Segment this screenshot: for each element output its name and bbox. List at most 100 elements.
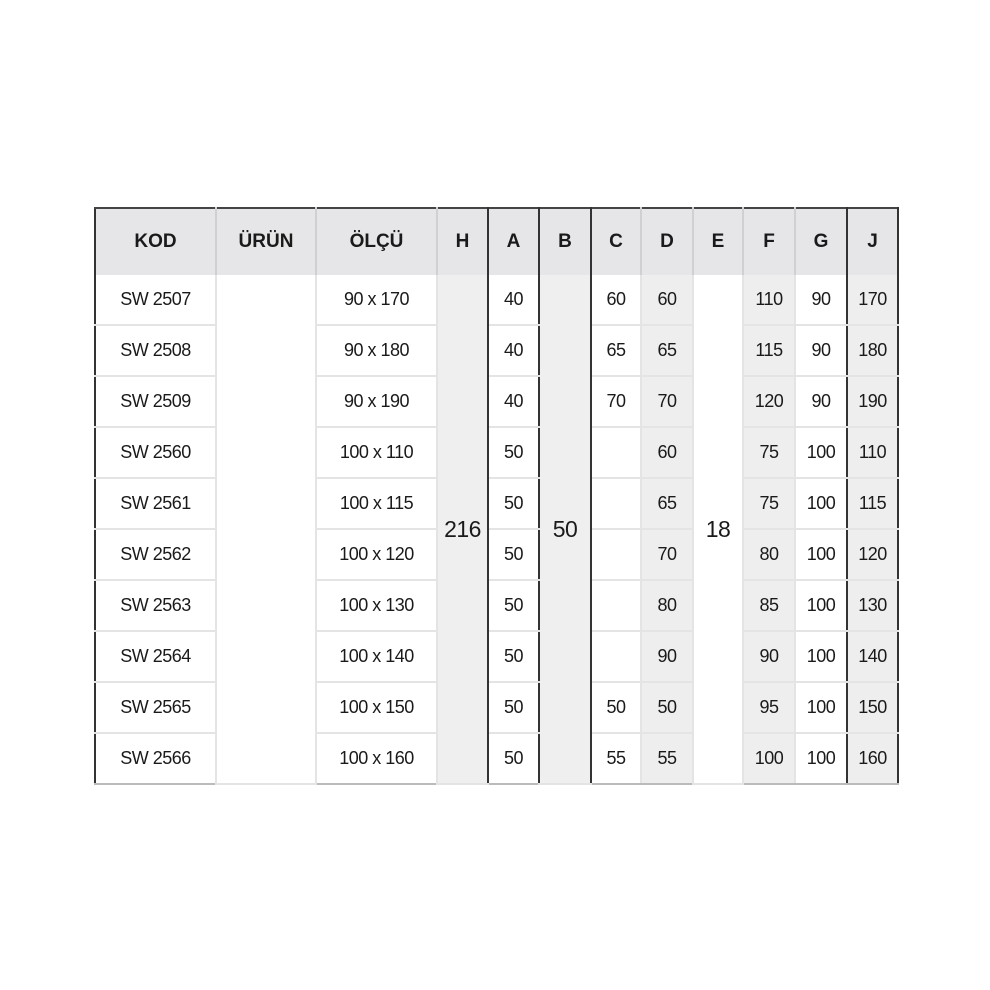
cell-g: 90 (795, 376, 848, 428)
cell-g: 100 (795, 478, 848, 530)
column-header-kod: KOD (94, 207, 217, 275)
cell-c: 70 (591, 376, 642, 428)
cell-kod: SW 2509 (94, 376, 217, 428)
cell-f: 110 (743, 275, 796, 326)
cell-olcu: 100 x 130 (316, 580, 438, 632)
column-header-c: C (591, 207, 642, 275)
cell-olcu: 90 x 180 (316, 325, 438, 377)
cell-kod: SW 2507 (94, 275, 217, 326)
cell-c (591, 580, 642, 632)
cell-kod: SW 2565 (94, 682, 217, 734)
cell-a: 50 (488, 631, 540, 683)
cell-d: 80 (641, 580, 694, 632)
cell-g: 100 (795, 427, 848, 479)
table-row: SW 2560 100 x 110 50 60 75 100 110 (94, 427, 899, 479)
cell-d: 50 (641, 682, 694, 734)
product-image-cell (216, 275, 317, 785)
cell-a: 50 (488, 478, 540, 530)
cell-a: 50 (488, 427, 540, 479)
cell-j: 120 (847, 529, 899, 581)
cell-f: 100 (743, 733, 796, 785)
cell-f: 120 (743, 376, 796, 428)
cell-kod: SW 2562 (94, 529, 217, 581)
table-row: SW 2564 100 x 140 50 90 90 100 140 (94, 631, 899, 683)
column-header-d: D (641, 207, 694, 275)
cell-olcu: 100 x 150 (316, 682, 438, 734)
cell-f: 95 (743, 682, 796, 734)
cell-kod: SW 2560 (94, 427, 217, 479)
cell-d: 65 (641, 478, 694, 530)
merged-cell-e: 18 (693, 275, 744, 785)
cell-j: 180 (847, 325, 899, 377)
cell-f: 80 (743, 529, 796, 581)
table-row: SW 2561 100 x 115 50 65 75 100 115 (94, 478, 899, 530)
table-row: SW 2507 90 x 170 216 40 50 60 60 18 110 90 170 (94, 275, 899, 785)
cell-g: 100 (795, 580, 848, 632)
cell-c: 55 (591, 733, 642, 785)
cell-a: 40 (488, 325, 540, 377)
cell-a: 50 (488, 529, 540, 581)
column-header-urun: ÜRÜN (216, 207, 317, 275)
column-header-g: G (795, 207, 848, 275)
column-header-h: H (437, 207, 489, 275)
cell-kod: SW 2563 (94, 580, 217, 632)
cell-f: 75 (743, 427, 796, 479)
cell-c: 60 (591, 275, 642, 326)
cell-d: 60 (641, 275, 694, 326)
column-header-j: J (847, 207, 899, 275)
cell-d: 55 (641, 733, 694, 785)
product-dimensions-table: KOD ÜRÜN ÖLÇÜ H A B C D E F G J SW 2507 90 x 170 216 4… (94, 207, 899, 785)
cell-olcu: 100 x 120 (316, 529, 438, 581)
cell-kod: SW 2566 (94, 733, 217, 785)
cell-a: 50 (488, 733, 540, 785)
column-header-f: F (743, 207, 796, 275)
cell-j: 150 (847, 682, 899, 734)
cell-c (591, 478, 642, 530)
cell-g: 90 (795, 325, 848, 377)
table-row: SW 2565 100 x 150 50 50 50 95 100 150 (94, 682, 899, 734)
cell-c (591, 631, 642, 683)
column-header-a: A (488, 207, 540, 275)
cell-f: 75 (743, 478, 796, 530)
cell-olcu: 90 x 190 (316, 376, 438, 428)
header-row: KOD ÜRÜN ÖLÇÜ H A B C D E F G J (94, 207, 899, 275)
cell-j: 130 (847, 580, 899, 632)
cell-g: 90 (795, 275, 848, 326)
cell-a: 50 (488, 682, 540, 734)
cell-olcu: 100 x 110 (316, 427, 438, 479)
cell-j: 170 (847, 275, 899, 326)
cell-d: 60 (641, 427, 694, 479)
cell-f: 85 (743, 580, 796, 632)
cell-a: 40 (488, 275, 540, 326)
column-header-olcu: ÖLÇÜ (316, 207, 438, 275)
table-row: SW 2508 90 x 180 40 65 65 115 90 180 (94, 325, 899, 377)
cell-g: 100 (795, 682, 848, 734)
cell-c (591, 427, 642, 479)
cell-g: 100 (795, 631, 848, 683)
cell-kod: SW 2508 (94, 325, 217, 377)
cell-j: 110 (847, 427, 899, 479)
cell-a: 50 (488, 580, 540, 632)
merged-cell-b: 50 (539, 275, 592, 785)
cell-kod: SW 2564 (94, 631, 217, 683)
cell-j: 160 (847, 733, 899, 785)
table-row: SW 2509 90 x 190 40 70 70 120 90 190 (94, 376, 899, 428)
cell-d: 70 (641, 529, 694, 581)
cell-g: 100 (795, 733, 848, 785)
cell-g: 100 (795, 529, 848, 581)
cell-j: 140 (847, 631, 899, 683)
cell-kod: SW 2561 (94, 478, 217, 530)
merged-cell-h: 216 (437, 275, 489, 785)
cell-d: 70 (641, 376, 694, 428)
cell-c: 50 (591, 682, 642, 734)
cell-d: 65 (641, 325, 694, 377)
table-row: SW 2566 100 x 160 50 55 55 100 100 160 (94, 733, 899, 785)
cell-olcu: 100 x 140 (316, 631, 438, 683)
cell-f: 90 (743, 631, 796, 683)
cell-olcu: 100 x 160 (316, 733, 438, 785)
cell-olcu: 100 x 115 (316, 478, 438, 530)
table-body: SW 2507 90 x 170 216 40 50 60 60 18 110 90 170 SW 2… (94, 275, 899, 785)
table-row: SW 2563 100 x 130 50 80 85 100 130 (94, 580, 899, 632)
cell-j: 115 (847, 478, 899, 530)
cell-f: 115 (743, 325, 796, 377)
